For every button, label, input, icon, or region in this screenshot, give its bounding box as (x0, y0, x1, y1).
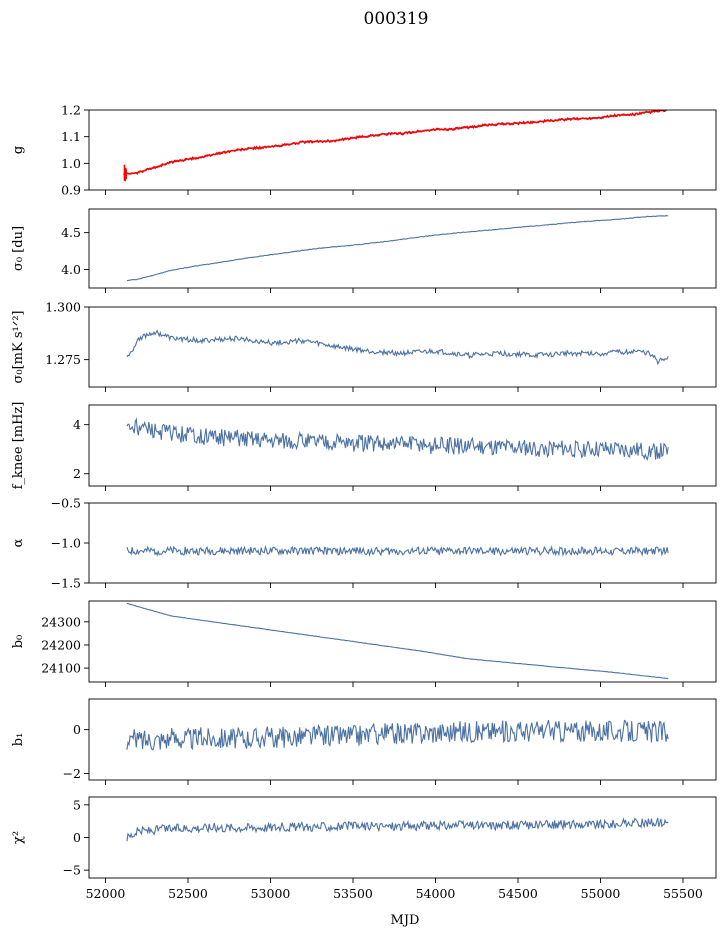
x-tick-label: 52000 (86, 886, 126, 901)
panel-frame (88, 208, 717, 289)
panel-frame (88, 404, 717, 487)
x-tick-label: 55000 (581, 886, 621, 901)
series-line-1 (122, 110, 669, 176)
series-line-0 (126, 214, 669, 282)
series-line-0 (126, 817, 669, 842)
series-line-0 (126, 329, 669, 365)
y-tick-label: 4.5 (61, 225, 81, 240)
y-tick-label: −5 (63, 863, 81, 878)
y-tick-label: 1.0 (61, 156, 81, 171)
panel-frame (88, 306, 717, 388)
figure-title: 000319 (364, 9, 429, 29)
y-tick-label: −1.5 (51, 576, 81, 591)
y-tick-label: 24200 (41, 637, 81, 652)
y-tick-label: 4.0 (61, 262, 81, 277)
y-tick-label: −0.5 (51, 496, 81, 511)
series-line-0 (126, 417, 669, 462)
y-axis-label: f_knee [mHz] (11, 402, 26, 490)
y-tick-label: 1.275 (45, 352, 81, 367)
y-tick-label: 1.1 (61, 129, 81, 144)
y-axis-label: b₀ (11, 635, 26, 649)
x-tick-label: 53000 (251, 886, 291, 901)
series-line-0 (126, 719, 669, 751)
y-tick-label: 1.2 (61, 103, 81, 118)
y-tick-label: 24300 (41, 614, 81, 629)
panels: 0.9 1.0 1.1 1.2 g 4.0 4.5 σ₀ [du] 1.275 1.300 σ₀[m… (11, 103, 717, 901)
panel-b0: 24100 24200 24300 b₀ (11, 600, 717, 687)
panel-frame (88, 600, 717, 683)
panel-chi2: −5 0 5 χ² (11, 796, 717, 883)
y-tick-label: 2 (73, 466, 81, 481)
panel-alpha: −1.5 −1.0 −0.5 α (11, 496, 717, 591)
y-tick-label: −1.0 (51, 536, 81, 551)
y-tick-label: 0.9 (61, 183, 81, 198)
series-line-0 (126, 544, 669, 558)
y-tick-label: 4 (73, 417, 81, 432)
x-axis-label: MJD (391, 913, 420, 928)
panel-frame (88, 109, 717, 191)
panel-frame (88, 502, 717, 584)
x-tick-label: 55500 (663, 886, 703, 901)
x-tick-label: 52500 (168, 886, 208, 901)
y-axis-label: α (11, 538, 26, 547)
y-tick-label: 1.300 (45, 300, 81, 315)
x-tick-label: 54500 (498, 886, 538, 901)
y-tick-label: 0 (73, 722, 81, 737)
y-axis-label: σ₀ [du] (11, 226, 26, 271)
series-line-0 (126, 602, 669, 680)
y-axis-label: b₁ (11, 733, 26, 747)
y-tick-label: 24100 (41, 661, 81, 676)
panel-sigma0-du: 4.0 4.5 σ₀ [du] (11, 208, 717, 293)
y-axis-label: g (11, 146, 26, 154)
y-axis-label: χ² (11, 831, 26, 844)
panel-fknee: 2 4 f_knee [mHz] (11, 402, 717, 491)
y-tick-label: 0 (73, 830, 81, 845)
panel-frame (88, 796, 717, 879)
panel-b1: −2 0 b₁ (11, 698, 717, 785)
panel-g: 0.9 1.0 1.1 1.2 g (11, 103, 717, 198)
x-tick-label: 54000 (416, 886, 456, 901)
y-tick-label: 5 (73, 797, 81, 812)
panel-sigma0-mks: 1.275 1.300 σ₀[mK s¹ᐟ²] (11, 300, 717, 392)
x-tick-label: 53500 (333, 886, 373, 901)
y-axis-label: σ₀[mK s¹ᐟ²] (11, 311, 26, 384)
y-tick-label: −2 (63, 766, 81, 781)
panel-frame (88, 698, 717, 781)
